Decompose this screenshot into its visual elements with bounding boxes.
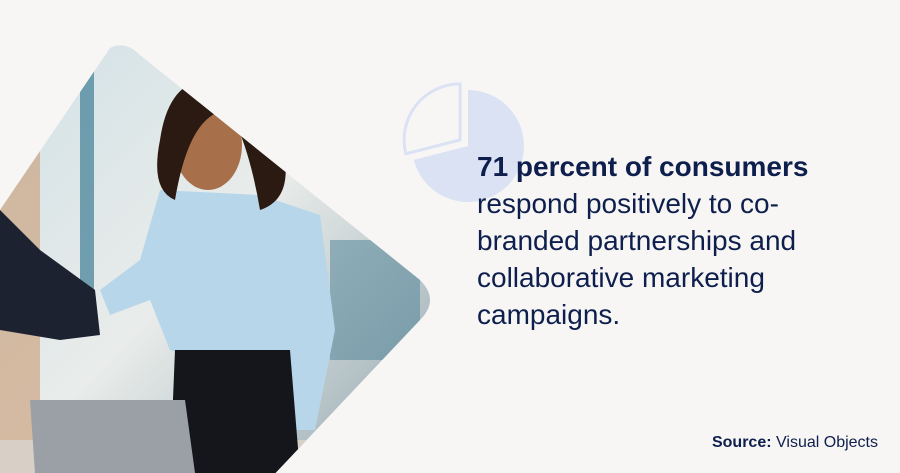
stat-headline: 71 percent of consumers respond positive…	[477, 148, 877, 333]
source-credit: Source: Visual Objects	[712, 434, 878, 452]
pie-chart-icon	[402, 82, 524, 202]
pie-slice-filled	[413, 90, 524, 202]
source-value: Visual Objects	[776, 434, 878, 451]
pie-slice-exploded	[402, 82, 462, 156]
stat-text: respond positively to co-branded partner…	[477, 188, 797, 330]
source-label: Source:	[711, 434, 772, 451]
stat-highlight: 71 percent of consumers	[477, 151, 809, 182]
